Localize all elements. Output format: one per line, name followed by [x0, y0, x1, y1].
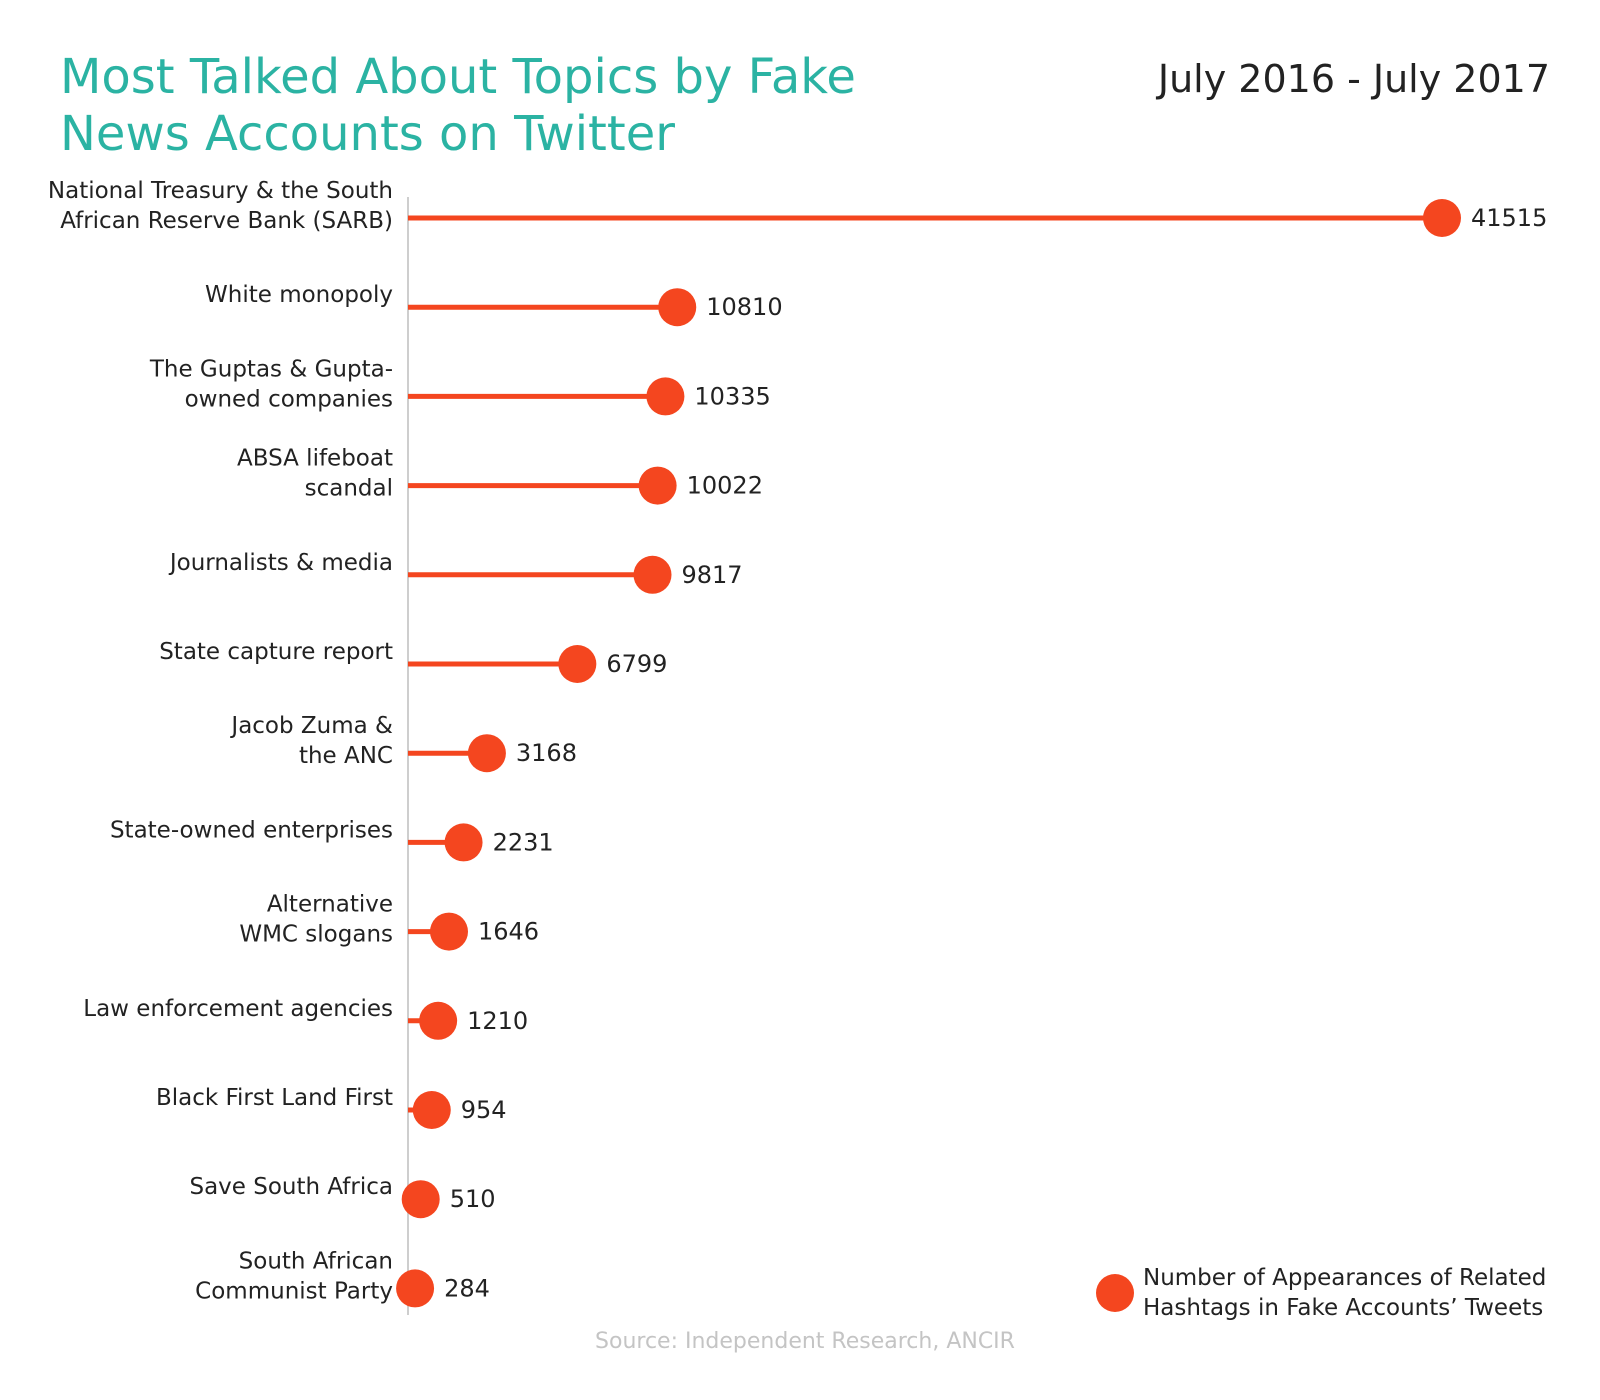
category-labels: National Treasury & the South African Res… — [48, 178, 393, 1304]
dot-south-african-communist-party — [396, 1269, 435, 1308]
dot-white-monopoly — [658, 288, 697, 327]
legend-marker — [1096, 1274, 1134, 1312]
value-label-black-first-land-first: 954 — [461, 1096, 507, 1124]
category-label-south-african-communist-party-line-1: South African — [239, 1248, 393, 1274]
dot-national-treasury-the-south-african-reserve-bank-sarb — [1423, 199, 1461, 237]
category-label-south-african-communist-party-line-2: Communist Party — [195, 1278, 393, 1304]
value-label-jacob-zuma-the-anc: 3168 — [516, 739, 577, 767]
dot-black-first-land-first — [412, 1091, 451, 1129]
dot-jacob-zuma-the-anc — [467, 734, 506, 773]
chart-date-range: July 2016 - July 2017 — [1156, 57, 1550, 101]
dot-absa-lifeboat-scandal — [638, 466, 677, 505]
category-label-absa-lifeboat-scandal-line-2: scandal — [305, 476, 393, 502]
value-label-alternative-wmc-slogans: 1646 — [478, 918, 539, 946]
value-label-state-owned-enterprises: 2231 — [493, 828, 554, 856]
category-label-jacob-zuma-the-anc-line-1: Jacob Zuma & — [229, 713, 393, 739]
value-label-law-enforcement-agencies: 1210 — [467, 1007, 528, 1035]
category-label-state-owned-enterprises: State-owned enterprises — [110, 817, 393, 843]
value-label-the-guptas-gupta-owned-companies: 10335 — [694, 382, 770, 410]
category-label-the-guptas-gupta-owned-companies-line-2: owned companies — [185, 386, 393, 412]
dot-save-south-africa — [401, 1180, 440, 1219]
value-label-state-capture-report: 6799 — [606, 650, 667, 678]
dot-the-guptas-gupta-owned-companies — [646, 377, 685, 416]
chart-title-line-1: Most Talked About Topics by Fake — [60, 49, 856, 105]
value-label-save-south-africa: 510 — [450, 1185, 496, 1213]
category-label-state-capture-report: State capture report — [159, 639, 393, 665]
legend-line-1: Number of Appearances of Related — [1143, 1265, 1546, 1291]
category-label-absa-lifeboat-scandal-line-1: ABSA lifeboat — [237, 446, 393, 472]
dot-law-enforcement-agencies — [419, 1001, 458, 1040]
dot-alternative-wmc-slogans — [429, 912, 468, 951]
source-note: Source: Independent Research, ANCIR — [595, 1329, 1015, 1354]
category-label-jacob-zuma-the-anc-line-2: the ANC — [299, 743, 393, 769]
category-label-white-monopoly: White monopoly — [205, 282, 393, 308]
category-label-alternative-wmc-slogans-line-1: Alternative — [267, 892, 393, 918]
legend: Number of Appearances of Related Hashtag… — [1096, 1265, 1546, 1321]
value-label-white-monopoly: 10810 — [706, 293, 782, 321]
value-label-south-african-communist-party: 284 — [444, 1274, 490, 1302]
value-label-absa-lifeboat-scandal: 10022 — [687, 472, 763, 500]
value-label-national-treasury-the-south-african-reserve-bank-sarb: 41515 — [1471, 204, 1547, 232]
category-label-save-south-africa: Save South Africa — [189, 1174, 393, 1200]
category-label-journalists-media: Journalists & media — [168, 550, 393, 576]
legend-line-2: Hashtags in Fake Accounts’ Tweets — [1143, 1295, 1543, 1321]
category-label-law-enforcement-agencies: Law enforcement agencies — [83, 996, 393, 1022]
category-label-national-treasury-the-south-african-reserve-bank-sarb-line-2: African Reserve Bank (SARB) — [60, 208, 393, 234]
value-labels: 41515 10810 10335 10022 9817 6799 3168 2231 1646… — [444, 204, 1547, 1302]
chart-title-line-2: News Accounts on Twitter — [60, 106, 675, 162]
dot-state-capture-report — [558, 645, 597, 683]
dot-state-owned-enterprises — [444, 823, 483, 862]
lollipop-marks — [396, 199, 1461, 1308]
dot-journalists-media — [633, 555, 672, 594]
category-label-national-treasury-the-south-african-reserve-bank-sarb-line-1: National Treasury & the South — [48, 178, 393, 204]
category-label-the-guptas-gupta-owned-companies-line-1: The Guptas & Gupta- — [149, 356, 393, 382]
category-label-alternative-wmc-slogans-line-2: WMC slogans — [239, 922, 393, 948]
value-label-journalists-media: 9817 — [682, 561, 743, 589]
category-label-black-first-land-first: Black First Land First — [156, 1085, 393, 1111]
